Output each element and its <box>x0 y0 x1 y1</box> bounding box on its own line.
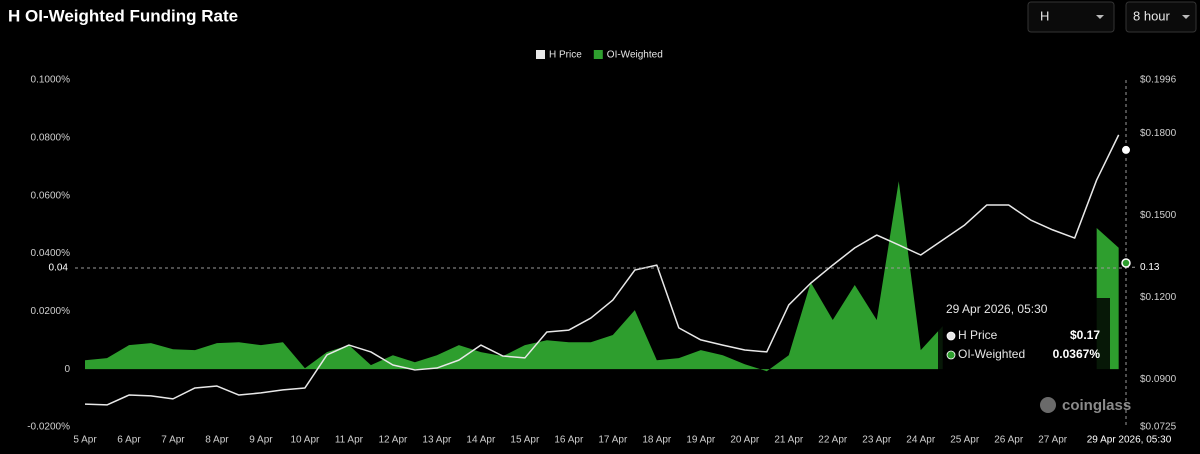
x-tick-label: 12 Apr <box>378 435 408 446</box>
crosshair-y-label: 0.04 <box>49 263 69 274</box>
y-tick-label: 0.0800% <box>31 132 71 143</box>
y2-tick-label: $0.1200 <box>1140 292 1177 303</box>
tooltip-box <box>938 298 1110 370</box>
interval-select[interactable]: 8 hour <box>1125 1 1197 33</box>
x-tick-label: 5 Apr <box>73 435 97 446</box>
x-tick-label: 18 Apr <box>642 435 672 446</box>
y-tick-label: 0.1000% <box>31 75 71 86</box>
line <box>84 134 1120 406</box>
x-tick-label: 20 Apr <box>730 435 760 446</box>
symbol-select[interactable]: H <box>1027 1 1115 33</box>
caret-icon[interactable] <box>1096 15 1104 19</box>
y2-tick-label: $0.0725 <box>1140 422 1177 433</box>
x-tick-label: 15 Apr <box>510 435 540 446</box>
x-tick-label: 17 Apr <box>598 435 628 446</box>
x-tick-label: 16 Apr <box>554 435 584 446</box>
crosshair-x-label: 29 Apr 2026, 05:30 <box>1087 435 1172 446</box>
y2-tick-label: $0.1500 <box>1140 210 1177 221</box>
legend-swatch <box>536 50 545 59</box>
chart-title: H OI-Weighted Funding Rate <box>8 6 238 25</box>
x-tick-label: 7 Apr <box>161 435 185 446</box>
crosshair-x-bg <box>1076 432 1186 448</box>
tooltip-dot <box>946 331 956 341</box>
select-box[interactable] <box>1027 1 1115 33</box>
y-tick-label: 0.0400% <box>31 248 71 259</box>
x-tick-label: 6 Apr <box>117 435 141 446</box>
legend-swatch <box>593 50 603 59</box>
tooltip-name: H Price <box>958 328 998 342</box>
tooltip-title: 29 Apr 2026, 05:30 <box>946 302 1048 316</box>
funding-point <box>1121 258 1131 268</box>
plot-area <box>84 134 1120 406</box>
x-tick-label: 19 Apr <box>686 435 716 446</box>
x-tick-label: 25 Apr <box>950 435 980 446</box>
legend-label: H Price <box>549 50 582 61</box>
x-tick-label: 14 Apr <box>466 435 496 446</box>
watermark: coinglass <box>1062 397 1131 414</box>
x-tick-label: 11 Apr <box>335 435 364 446</box>
price-point <box>1121 144 1131 155</box>
select-box[interactable] <box>1125 1 1197 33</box>
select-value[interactable]: 8 hour <box>1133 8 1171 23</box>
x-tick-label: 24 Apr <box>906 435 936 446</box>
select-value[interactable]: H <box>1040 8 1049 23</box>
x-tick-label: 21 Apr <box>774 435 804 446</box>
x-tick-label: 22 Apr <box>818 435 848 446</box>
x-tick-label: 27 Apr <box>1038 435 1068 446</box>
y2-tick-label: $0.1996 <box>1140 75 1177 86</box>
tooltip-value: $0.17 <box>1070 328 1100 342</box>
caret-icon[interactable] <box>1182 15 1190 19</box>
legend-label: OI-Weighted <box>607 50 663 61</box>
y-tick-label: 0 <box>64 364 70 375</box>
x-tick-label: 13 Apr <box>422 435 452 446</box>
y2-tick-label: $0.0900 <box>1140 374 1177 385</box>
x-tick-label: 26 Apr <box>994 435 1024 446</box>
x-tick-label: 9 Apr <box>249 435 273 446</box>
x-tick-label: 10 Apr <box>290 435 320 446</box>
x-tick-label: 23 Apr <box>862 435 892 446</box>
area <box>85 181 1119 372</box>
y-tick-label: -0.0200% <box>27 422 70 433</box>
y-tick-label: 0.0600% <box>31 190 71 201</box>
x-tick-label: 8 Apr <box>205 435 229 446</box>
crosshair-y2-label: 0.13 <box>1140 262 1160 273</box>
tooltip-value: 0.0367% <box>1053 347 1101 361</box>
tooltip-name: OI-Weighted <box>958 347 1025 361</box>
watermark-logo <box>1040 397 1056 413</box>
y-tick-label: 0.0200% <box>31 306 71 317</box>
tooltip-dot <box>946 350 956 360</box>
y2-tick-label: $0.1800 <box>1140 128 1177 139</box>
